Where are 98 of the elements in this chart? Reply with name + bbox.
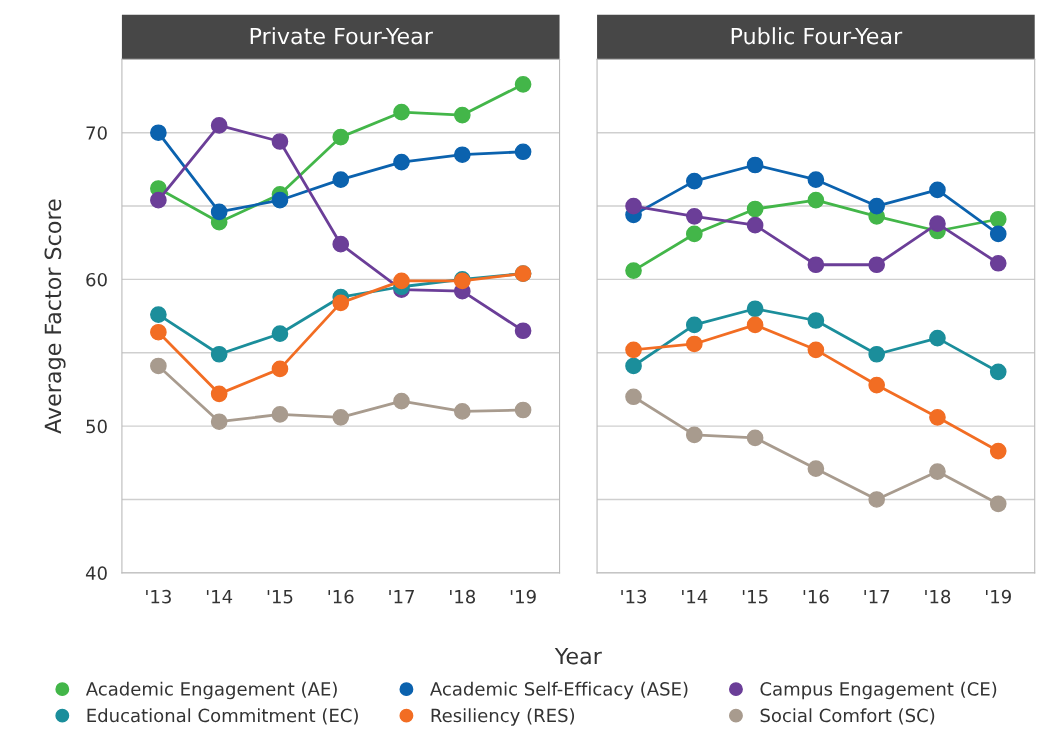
point [514, 322, 532, 340]
point [989, 225, 1007, 243]
point [746, 316, 764, 334]
x-axis-title: Year [554, 647, 602, 665]
chart-title: Public Four-Year [731, 27, 903, 45]
point [929, 329, 946, 347]
point [332, 294, 350, 312]
y-tick-label: 40 [85, 566, 107, 580]
point [807, 256, 825, 274]
point [150, 124, 167, 142]
legend-label: Academic Engagement (AE) [85, 681, 337, 700]
point [453, 146, 471, 164]
point [150, 357, 167, 375]
point [453, 403, 471, 420]
point [929, 215, 946, 233]
point [514, 75, 532, 93]
point [868, 345, 886, 363]
point [989, 442, 1007, 460]
point [989, 210, 1007, 228]
point [332, 128, 350, 146]
point [514, 401, 532, 419]
point [929, 181, 946, 199]
x-tick-label: '14 [682, 590, 708, 604]
point [393, 153, 410, 171]
point [868, 256, 886, 274]
point [989, 495, 1007, 513]
x-tick-label: '17 [864, 590, 890, 604]
point [989, 363, 1007, 381]
point [685, 207, 703, 225]
point [150, 323, 167, 341]
point [210, 385, 228, 403]
point [625, 357, 642, 375]
y-tick-label: 50 [86, 419, 107, 434]
point [746, 216, 764, 234]
point [210, 117, 228, 134]
point [393, 103, 410, 121]
point [868, 491, 886, 508]
x-tick-label: '16 [803, 589, 829, 604]
x-tick-label: '18 [450, 589, 476, 604]
x-tick-label: '16 [328, 589, 354, 604]
point [271, 325, 289, 343]
point [807, 460, 825, 477]
point [271, 360, 289, 378]
y-tick-label: 70 [86, 126, 107, 140]
x-tick-label: '13 [146, 589, 171, 604]
x-tick-label: '15 [742, 590, 768, 604]
point [685, 316, 703, 334]
point [393, 392, 410, 410]
x-tick-label: '15 [267, 590, 293, 604]
point [746, 156, 764, 174]
point [929, 463, 946, 480]
point [746, 429, 764, 447]
legend-label: Educational Commitment (EC) [87, 708, 358, 725]
point [685, 172, 703, 190]
legend-label: Social Comfort (SC) [760, 708, 935, 725]
x-tick-label: '19 [510, 589, 536, 604]
point [685, 335, 703, 353]
point [393, 272, 410, 290]
x-tick-label: '13 [621, 589, 647, 604]
y-tick-label: 60 [86, 272, 107, 287]
legend-label: Academic Self-Efficacy (ASE) [430, 681, 688, 700]
point [210, 345, 228, 363]
point [271, 191, 289, 209]
point [868, 376, 886, 394]
point [210, 203, 228, 221]
point [807, 191, 825, 209]
point [685, 426, 703, 444]
x-tick-label: '18 [925, 589, 951, 604]
point [150, 306, 167, 323]
point [625, 197, 642, 215]
point [271, 406, 289, 423]
point [807, 171, 825, 188]
point [807, 312, 825, 329]
point [807, 341, 825, 359]
y-axis-title: Average Factor Score [44, 199, 66, 434]
point [989, 254, 1007, 272]
point [685, 225, 703, 243]
legend-label: Resiliency (RES) [431, 708, 575, 726]
point [868, 197, 886, 215]
point [625, 341, 642, 359]
legend-label: Campus Engagement (CE) [760, 681, 997, 700]
x-tick-label: '17 [389, 590, 414, 604]
point [625, 262, 642, 279]
point [271, 133, 289, 150]
point [929, 408, 946, 426]
x-tick-label: '14 [206, 590, 233, 604]
point [746, 200, 764, 218]
point [625, 388, 642, 406]
point [453, 106, 471, 124]
point [332, 235, 350, 253]
point [150, 191, 167, 209]
point [514, 143, 532, 161]
x-tick-label: '19 [986, 589, 1011, 604]
point [210, 413, 228, 431]
point [746, 300, 764, 318]
point [332, 171, 350, 188]
chart-title: Private Four-Year [250, 27, 433, 45]
point [332, 408, 350, 426]
